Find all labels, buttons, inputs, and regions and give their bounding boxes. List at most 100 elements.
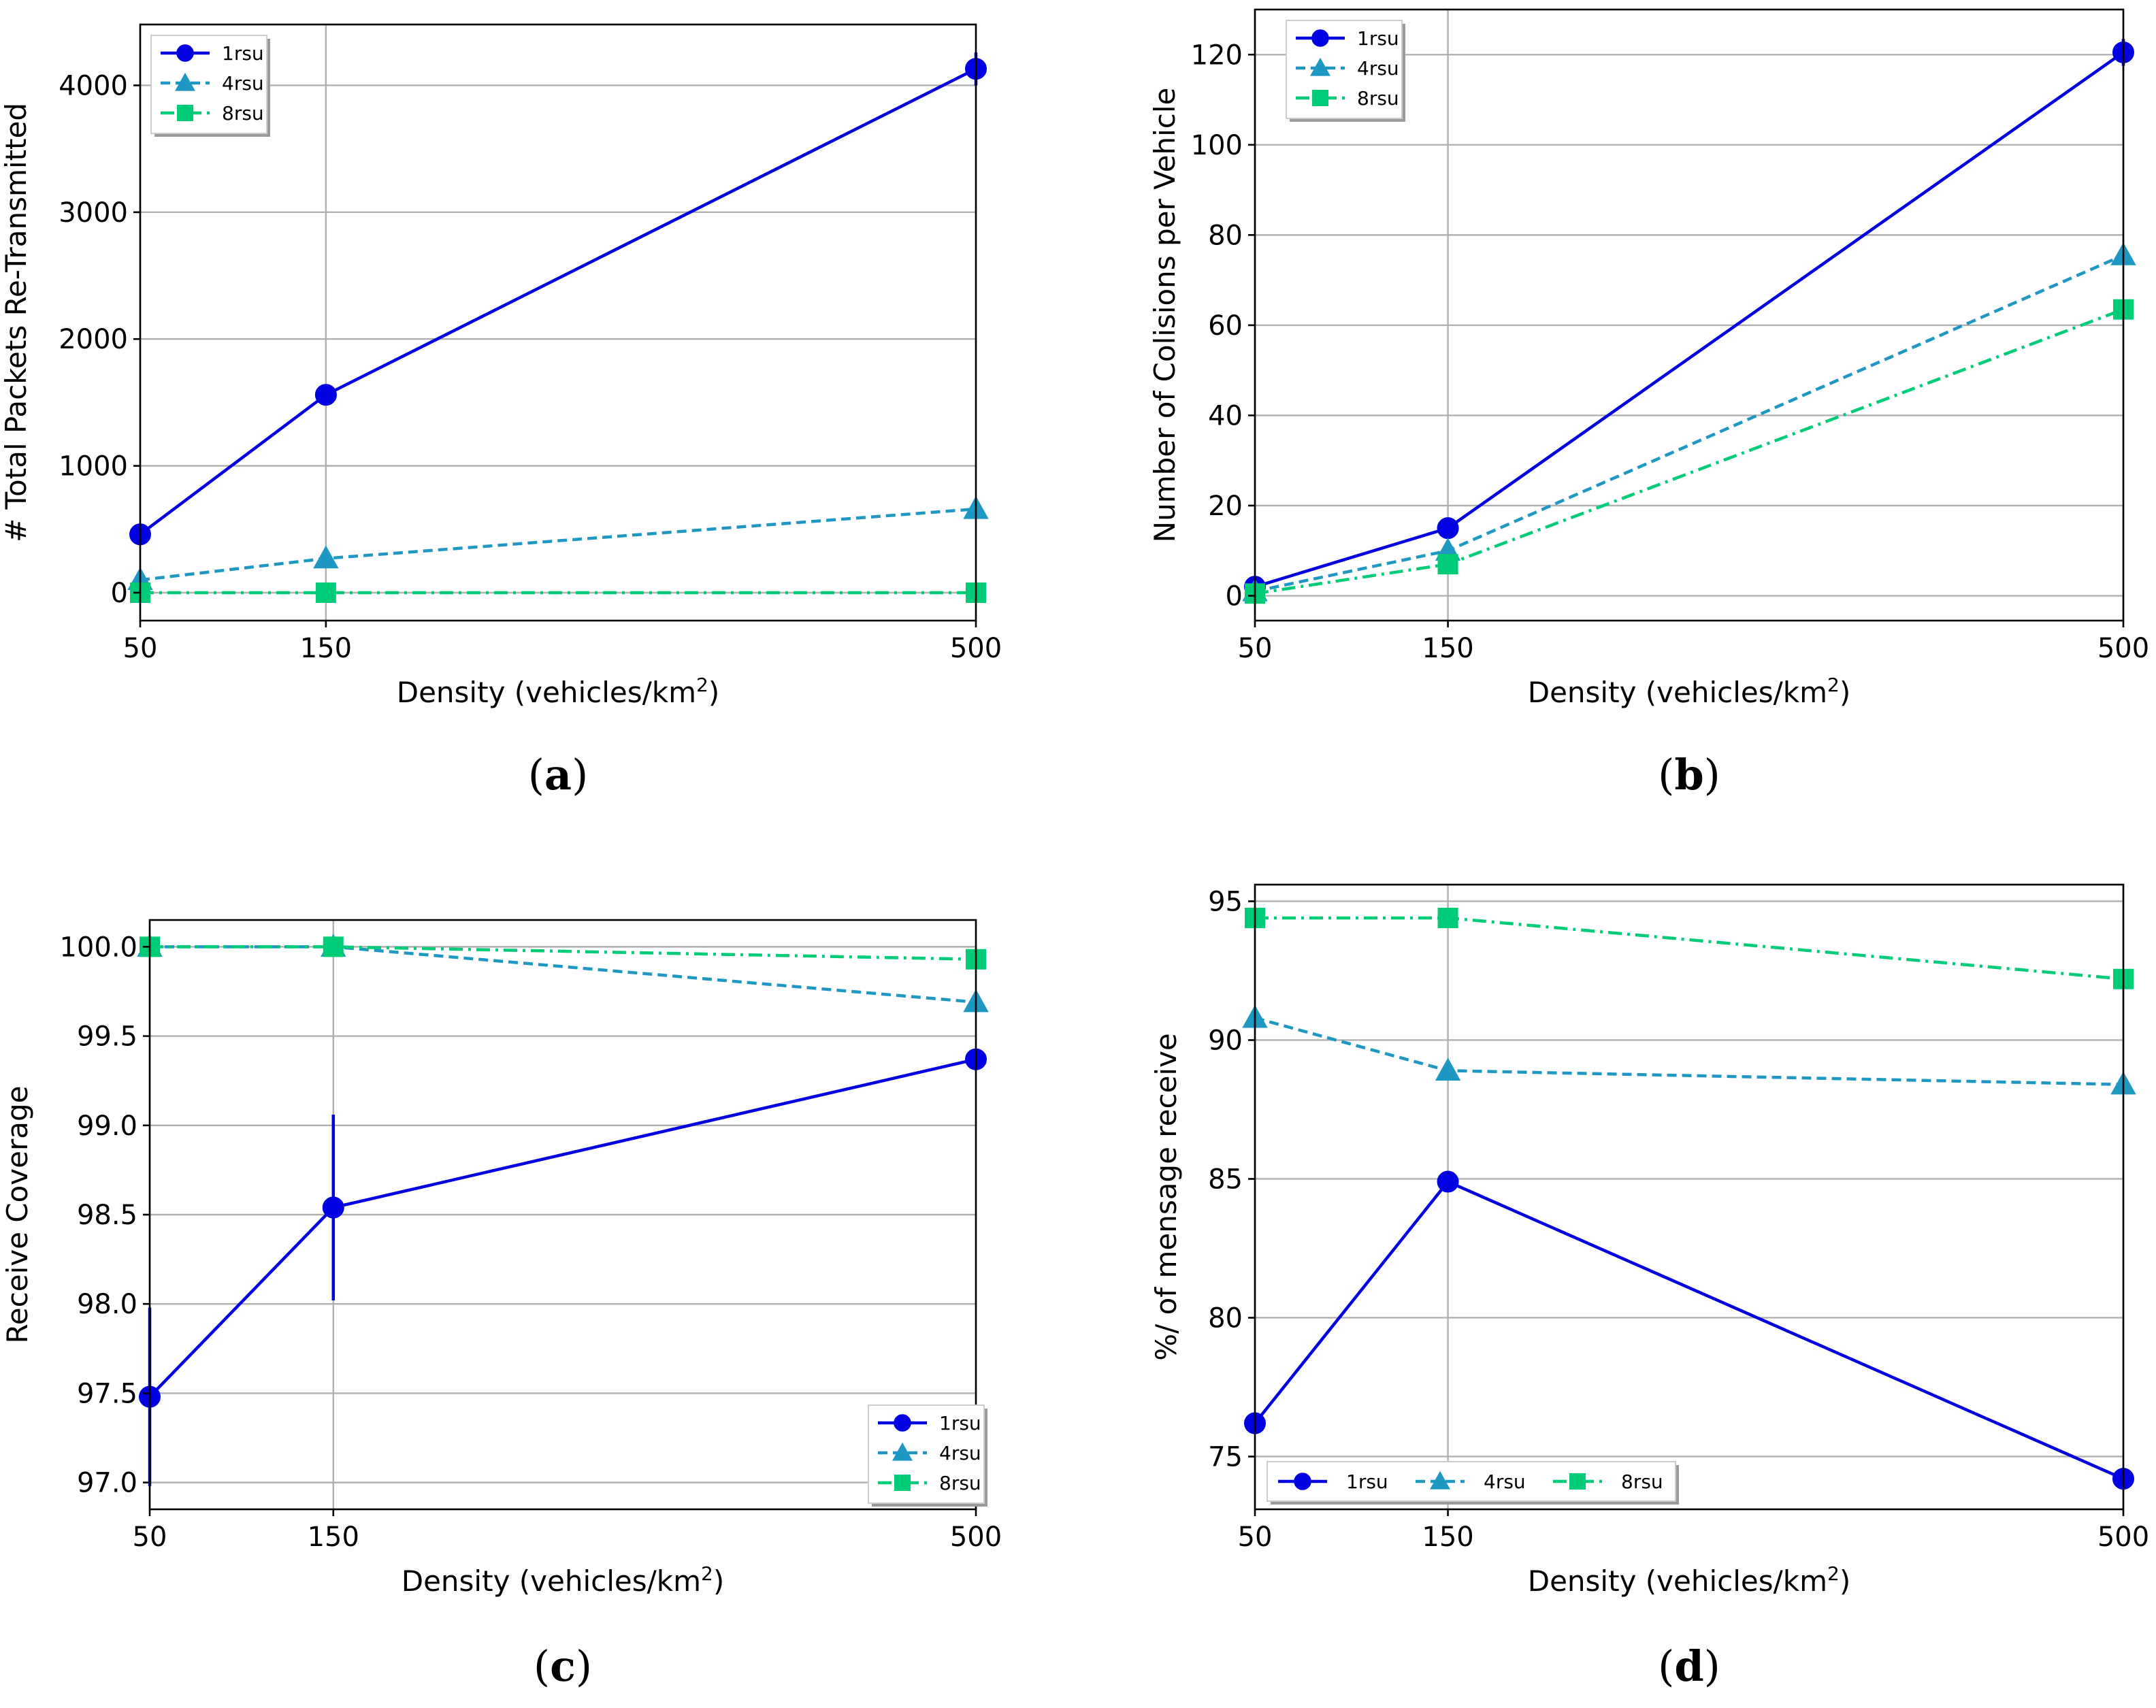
y-tick-label-97.5: 97.5 bbox=[77, 1378, 137, 1409]
x-tick-label-150: 150 bbox=[1422, 633, 1473, 664]
x-axis-label: Density (vehicles/km2) bbox=[1528, 1562, 1850, 1598]
panel-label-b: (b) bbox=[1658, 750, 1720, 800]
y-tick-label-4000: 4000 bbox=[59, 70, 128, 101]
x-tick-label-50: 50 bbox=[123, 633, 158, 664]
legend-label-1rsu: 1rsu bbox=[222, 42, 264, 65]
legend-box bbox=[1267, 1461, 1676, 1502]
series-line-4rsu bbox=[1254, 1016, 2124, 1087]
data-point-4rsu-150 bbox=[1435, 1057, 1461, 1081]
data-point-8rsu-150 bbox=[323, 936, 344, 957]
data-point-1rsu-150 bbox=[1437, 1170, 1459, 1193]
y-tick-label-120: 120 bbox=[1191, 39, 1243, 71]
legend-label-4rsu: 4rsu bbox=[1484, 1471, 1526, 1493]
series-8rsu bbox=[140, 936, 986, 970]
chart-panel-b: 50 150 500 0 20 40 60 80 100 120 Density (vehicles… bbox=[1148, 8, 2149, 800]
series-line-1rsu bbox=[1254, 1179, 2124, 1481]
y-tick-label-100: 100.0 bbox=[59, 932, 137, 963]
y-tick-label-0: 0 bbox=[111, 578, 128, 609]
chart-panel-c: 50 150 500 97.0 97.5 98.0 98.5 99.0 99.5 100.0 Den… bbox=[1, 919, 1002, 1691]
legend-marker-8rsu bbox=[1312, 89, 1329, 106]
x-axis-label: Density (vehicles/km2) bbox=[402, 1562, 724, 1598]
data-point-8rsu-150 bbox=[315, 582, 336, 603]
legend-label-4rsu: 4rsu bbox=[222, 72, 264, 95]
plot-frame bbox=[139, 23, 977, 622]
series-line-1rsu bbox=[139, 67, 977, 536]
y-tick-label-98.5: 98.5 bbox=[77, 1200, 137, 1231]
y-tick-label-75: 75 bbox=[1208, 1441, 1243, 1473]
legend-marker-8rsu bbox=[176, 104, 193, 121]
legend-marker-4rsu bbox=[1430, 1471, 1450, 1490]
y-tick-label-95: 95 bbox=[1208, 886, 1243, 917]
x-axis-label: Density (vehicles/km2) bbox=[1528, 674, 1850, 709]
series-line-4rsu bbox=[150, 945, 977, 1004]
chart-panel-d: 50 150 500 75 80 85 90 95 Density (vehicles/km2)… bbox=[1149, 883, 2149, 1691]
x-axis-label: Density (vehicles/km2) bbox=[397, 674, 719, 709]
series-line-4rsu bbox=[1254, 254, 2124, 593]
legend-label-8rsu: 8rsu bbox=[222, 102, 264, 125]
series-8rsu bbox=[1245, 907, 2134, 989]
y-tick-label-80: 80 bbox=[1208, 1302, 1243, 1334]
y-tick-label-97: 97.0 bbox=[77, 1468, 137, 1499]
series-1rsu bbox=[1244, 1170, 2134, 1490]
legend-marker-4rsu bbox=[892, 1442, 913, 1461]
series-4rsu bbox=[1242, 242, 2136, 602]
legend: 1rsu 4rsu 8rsu bbox=[1267, 1461, 1679, 1505]
series-line-8rsu bbox=[1254, 308, 2124, 595]
legend-label-4rsu: 4rsu bbox=[1357, 57, 1399, 80]
data-point-1rsu-150 bbox=[1437, 517, 1459, 540]
y-axis-label: Number of Colisions per Vehicle bbox=[1148, 88, 1181, 543]
legend-marker-1rsu bbox=[1311, 29, 1329, 47]
plot-frame bbox=[1254, 883, 2125, 1511]
data-point-8rsu-150 bbox=[1437, 554, 1458, 575]
legend-label-1rsu: 1rsu bbox=[939, 1412, 981, 1434]
series-4rsu bbox=[127, 495, 989, 590]
x-tick-label-50: 50 bbox=[133, 1522, 167, 1553]
series-line-1rsu bbox=[1254, 51, 2125, 589]
y-tick-label-100: 100 bbox=[1191, 130, 1243, 161]
legend-marker-1rsu bbox=[894, 1414, 911, 1432]
y-tick-label-80: 80 bbox=[1208, 220, 1243, 251]
panel-label-a: (a) bbox=[528, 750, 589, 800]
y-tick-label-0: 0 bbox=[1226, 581, 1243, 612]
legend-label-1rsu: 1rsu bbox=[1346, 1471, 1388, 1493]
series-1rsu bbox=[1244, 39, 2134, 598]
legend-marker-8rsu bbox=[1569, 1473, 1586, 1490]
data-point-1rsu-150 bbox=[314, 384, 337, 406]
plot-frame bbox=[1254, 8, 2125, 622]
x-tick-label-150: 150 bbox=[1422, 1522, 1473, 1553]
x-tick-label-150: 150 bbox=[300, 633, 352, 664]
data-point-1rsu-150 bbox=[322, 1196, 344, 1219]
chart-panel-a: 50 150 500 0 1000 2000 3000 4000 Density (vehicl… bbox=[0, 23, 1002, 800]
data-point-4rsu-150 bbox=[313, 545, 339, 569]
y-tick-label-2000: 2000 bbox=[59, 324, 128, 355]
series-line-4rsu bbox=[140, 507, 977, 582]
legend: 1rsu 4rsu 8rsu bbox=[150, 35, 270, 137]
legend-marker-4rsu bbox=[1310, 57, 1330, 76]
y-axis-label: Receive Coverage bbox=[1, 1085, 34, 1343]
series-8rsu bbox=[130, 582, 986, 603]
legend: 1rsu 4rsu 8rsu bbox=[868, 1405, 987, 1507]
series-line-1rsu bbox=[148, 1057, 977, 1398]
legend-label-8rsu: 8rsu bbox=[1621, 1471, 1663, 1493]
y-axis-label: # Total Packets Re-Transmitted bbox=[0, 103, 33, 542]
y-tick-label-3000: 3000 bbox=[59, 197, 128, 229]
legend-label-4rsu: 4rsu bbox=[939, 1442, 981, 1464]
panel-label-d: (d) bbox=[1658, 1641, 1720, 1691]
data-point-8rsu-150 bbox=[1437, 907, 1458, 928]
x-tick-label-500: 500 bbox=[2097, 633, 2149, 664]
y-tick-label-1000: 1000 bbox=[59, 451, 128, 482]
series-1rsu bbox=[139, 1048, 987, 1486]
series-line-8rsu bbox=[150, 945, 977, 961]
legend-label-1rsu: 1rsu bbox=[1357, 27, 1399, 50]
x-tick-label-150: 150 bbox=[308, 1522, 359, 1553]
y-tick-label-20: 20 bbox=[1208, 491, 1243, 522]
legend-label-8rsu: 8rsu bbox=[939, 1472, 981, 1494]
y-tick-label-90: 90 bbox=[1208, 1025, 1243, 1056]
series-4rsu bbox=[1242, 1004, 2136, 1095]
series-8rsu bbox=[1245, 299, 2134, 604]
y-tick-label-40: 40 bbox=[1208, 400, 1243, 431]
x-tick-label-500: 500 bbox=[2097, 1522, 2149, 1553]
y-tick-label-98: 98.0 bbox=[77, 1289, 137, 1320]
legend-label-8rsu: 8rsu bbox=[1357, 87, 1399, 110]
